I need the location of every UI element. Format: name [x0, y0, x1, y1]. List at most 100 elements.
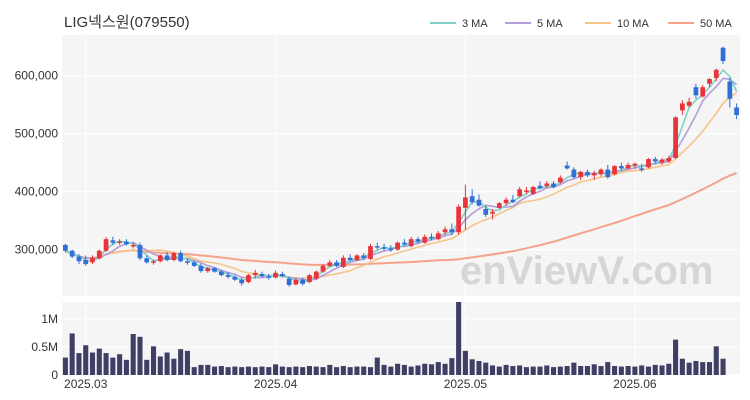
- candle: [503, 197, 509, 206]
- candle: [408, 236, 414, 248]
- volume-bar: [422, 363, 428, 375]
- candle: [679, 99, 685, 116]
- volume-bar: [686, 362, 692, 375]
- volume-bar: [442, 363, 448, 375]
- candle: [591, 170, 597, 180]
- volume-bar: [327, 364, 333, 375]
- candle: [327, 260, 333, 267]
- volume-bar: [598, 366, 604, 375]
- candle: [693, 83, 699, 99]
- candles: [63, 46, 739, 287]
- candle: [686, 97, 692, 108]
- candle: [415, 236, 421, 244]
- candle: [368, 243, 373, 261]
- candle: [293, 278, 299, 286]
- volume-bar: [340, 366, 346, 375]
- candle: [320, 264, 326, 273]
- volume-bar: [428, 364, 435, 375]
- volume-bar: [679, 358, 685, 375]
- volume-bar: [605, 362, 611, 375]
- volume-bar: [306, 366, 313, 375]
- volume-bar: [347, 367, 353, 375]
- volume-tick-label: 1M: [41, 312, 58, 326]
- candle: [76, 254, 82, 265]
- volume-bar: [198, 364, 204, 375]
- volume-bar: [388, 366, 394, 375]
- volume-bar: [191, 367, 197, 375]
- candle: [605, 164, 611, 179]
- candle: [612, 164, 617, 176]
- volume-bar: [551, 367, 557, 375]
- volume-bar: [469, 359, 475, 375]
- candle: [110, 236, 116, 245]
- volume-bar: [530, 366, 536, 375]
- moving-average-lines: [65, 68, 738, 284]
- x-axis: 2025.03 2025.04 2025.05 2025.06: [64, 377, 657, 391]
- candle: [205, 267, 211, 273]
- volume-bar: [435, 362, 441, 375]
- volume-bar: [266, 367, 272, 375]
- candle: [435, 231, 441, 241]
- volume-bar: [178, 349, 184, 375]
- volume-bar: [96, 348, 102, 375]
- legend-label: 10 MA: [617, 18, 649, 30]
- date-tick-label: 2025.03: [64, 377, 108, 391]
- volume-bar: [144, 359, 150, 375]
- volume-bar: [62, 357, 68, 375]
- volume-bar: [659, 365, 665, 375]
- candle: [578, 170, 584, 180]
- volume-bar: [130, 334, 136, 375]
- candle: [530, 185, 536, 196]
- volume-bar: [713, 346, 719, 375]
- candle: [469, 189, 475, 205]
- candle: [198, 263, 204, 273]
- volume-bar: [456, 302, 462, 375]
- candle: [69, 249, 75, 259]
- volume-bar: [462, 350, 468, 375]
- legend-item: 50 MA: [668, 18, 732, 30]
- volume-bar: [612, 366, 618, 375]
- candle: [666, 155, 672, 163]
- candle: [652, 156, 658, 164]
- candle: [178, 250, 184, 263]
- volume-bar: [476, 360, 482, 375]
- candle: [483, 205, 489, 218]
- price-tick-label: 300,000: [15, 243, 59, 257]
- volume-bar: [110, 357, 116, 375]
- candle: [171, 251, 177, 262]
- volume-bar: [584, 366, 590, 375]
- ma-line-10: [65, 92, 738, 280]
- volume-bar: [652, 364, 658, 375]
- volume-bar: [69, 333, 75, 375]
- candle: [124, 239, 129, 246]
- candle: [456, 204, 462, 235]
- candle: [96, 249, 102, 260]
- volume-bars: [62, 302, 726, 375]
- volume-tick-label: 0.5M: [31, 340, 58, 354]
- volume-bar: [666, 363, 672, 375]
- watermark: enViewV.com: [460, 249, 713, 293]
- candle: [259, 271, 265, 278]
- legend: 3 MA 5 MA 10 MA 50 MA: [430, 18, 732, 30]
- candle: [544, 181, 550, 189]
- candle: [340, 255, 346, 269]
- volume-bar: [415, 365, 421, 375]
- legend-item: 3 MA: [430, 18, 488, 30]
- legend-item: 5 MA: [505, 18, 563, 30]
- volume-bar: [374, 357, 380, 375]
- volume-bar: [117, 354, 123, 375]
- volume-bar: [171, 358, 177, 375]
- volume-bar: [239, 367, 245, 375]
- volume-bar: [300, 367, 306, 375]
- volume-bar: [150, 346, 157, 375]
- volume-bar: [544, 365, 550, 375]
- candle: [286, 276, 292, 287]
- candle: [490, 209, 495, 220]
- candle: [720, 46, 726, 64]
- candle: [212, 267, 217, 273]
- volume-bar: [123, 359, 129, 375]
- volume-bar: [645, 366, 652, 375]
- candle: [347, 254, 353, 262]
- candle: [496, 202, 502, 209]
